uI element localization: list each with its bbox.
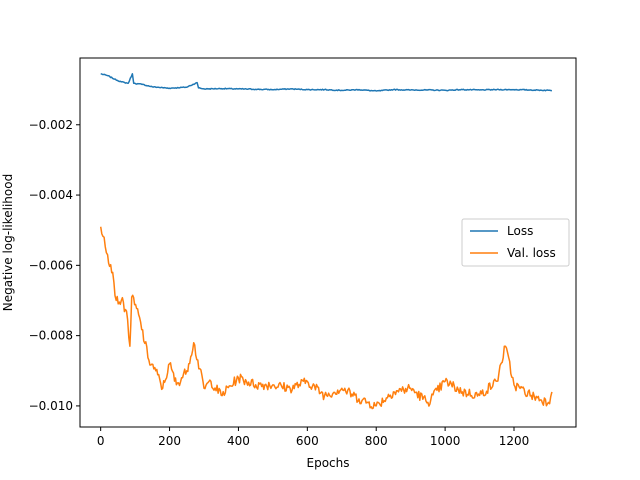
x-tick-label: 600	[296, 434, 319, 448]
x-tick-label: 0	[97, 434, 105, 448]
series-line-val-loss	[99, 226, 553, 410]
x-axis-label: Epochs	[307, 456, 350, 470]
x-tick-label: 1000	[430, 434, 461, 448]
legend: Loss Val. loss	[461, 218, 570, 267]
x-tick-label: 1200	[499, 434, 530, 448]
y-tick-label: −0.004	[29, 188, 73, 202]
y-tick-label: −0.002	[29, 118, 73, 132]
legend-label-val-loss: Val. loss	[507, 246, 556, 260]
y-tick-label: −0.008	[29, 329, 73, 343]
y-tick-label: −0.006	[29, 258, 73, 272]
x-axis: 0 200 400 600 800 1000 1200	[97, 427, 529, 448]
series-layer	[99, 73, 553, 410]
x-tick-label: 400	[227, 434, 250, 448]
x-tick-label: 800	[365, 434, 388, 448]
legend-label-loss: Loss	[507, 224, 533, 238]
x-tick-label: 200	[158, 434, 181, 448]
y-tick-label: −0.010	[29, 399, 73, 413]
y-axis-label: Negative log-likelihood	[1, 174, 15, 311]
y-axis: −0.002 −0.004 −0.006 −0.008 −0.010	[29, 118, 80, 413]
plot-frame	[79, 57, 577, 428]
series-line-loss	[100, 73, 553, 92]
